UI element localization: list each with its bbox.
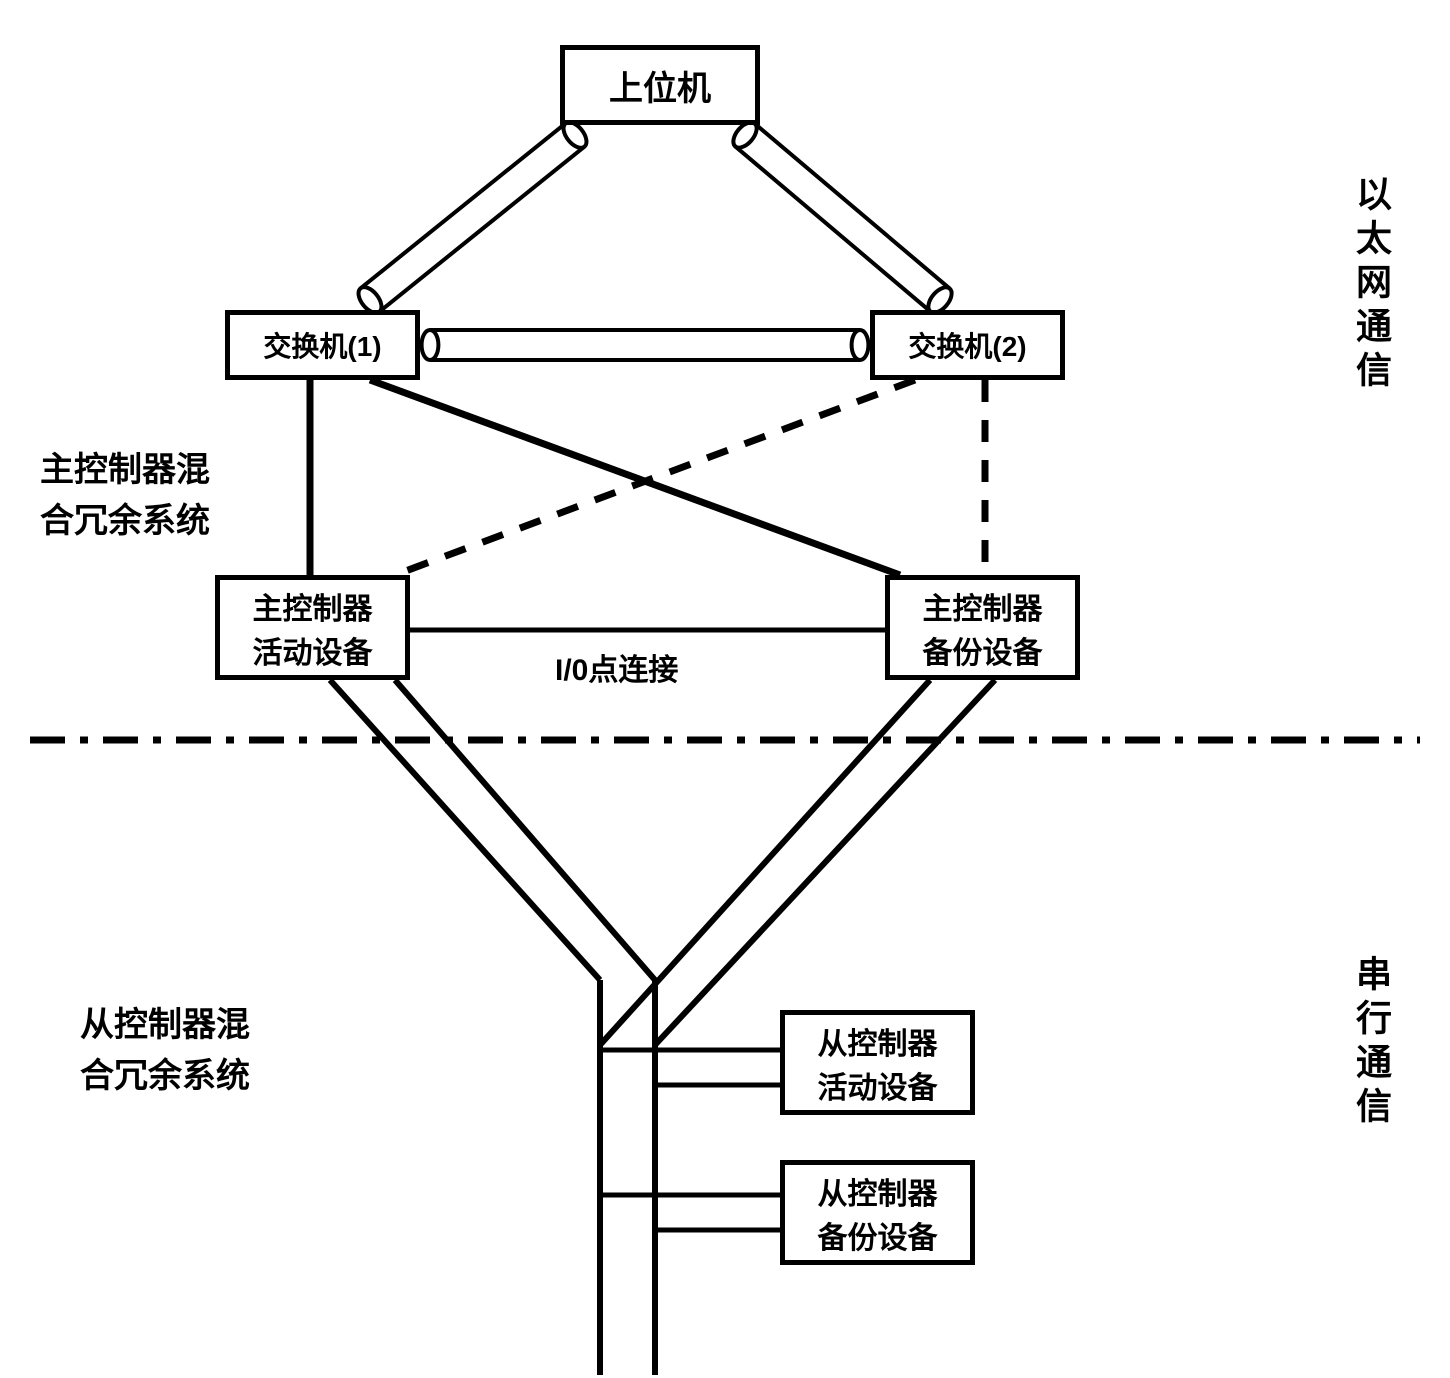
slave-redundancy-label: 从控制器混 合冗余系统	[80, 1000, 250, 1102]
host-box: 上位机	[560, 45, 760, 125]
diagram-canvas: 上位机 交换机(1) 交换机(2) 主控制器 活动设备 主控制器 备份设备 从控…	[0, 0, 1450, 1378]
io-connect-label: I/0点连接	[555, 645, 678, 689]
switch2-label: 交换机(2)	[908, 325, 1026, 365]
master-line2: 合冗余系统	[40, 496, 210, 547]
sc-active-line2: 活动设备	[818, 1063, 938, 1107]
slave-line1: 从控制器混	[80, 1000, 250, 1051]
connection-layer	[0, 0, 1450, 1378]
slave-controller-active-box: 从控制器 活动设备	[780, 1010, 975, 1115]
host-label: 上位机	[609, 61, 711, 110]
sc-backup-line1: 从控制器	[818, 1169, 938, 1213]
master-redundancy-label: 主控制器混 合冗余系统	[40, 445, 210, 547]
switch1-label: 交换机(1)	[263, 325, 381, 365]
slave-controller-backup-box: 从控制器 备份设备	[780, 1160, 975, 1265]
ethernet-label: 以太网通信	[1345, 175, 1397, 395]
mc-active-line1: 主控制器	[253, 584, 373, 628]
mc-backup-line2: 备份设备	[923, 628, 1043, 672]
mc-backup-line1: 主控制器	[923, 584, 1043, 628]
main-controller-active-box: 主控制器 活动设备	[215, 575, 410, 680]
master-line1: 主控制器混	[40, 445, 210, 496]
slave-line2: 合冗余系统	[80, 1051, 250, 1102]
serial-label: 串行通信	[1345, 955, 1397, 1131]
sc-backup-line2: 备份设备	[818, 1213, 938, 1257]
switch2-box: 交换机(2)	[870, 310, 1065, 380]
mc-active-line2: 活动设备	[253, 628, 373, 672]
sc-active-line1: 从控制器	[818, 1019, 938, 1063]
main-controller-backup-box: 主控制器 备份设备	[885, 575, 1080, 680]
switch1-box: 交换机(1)	[225, 310, 420, 380]
